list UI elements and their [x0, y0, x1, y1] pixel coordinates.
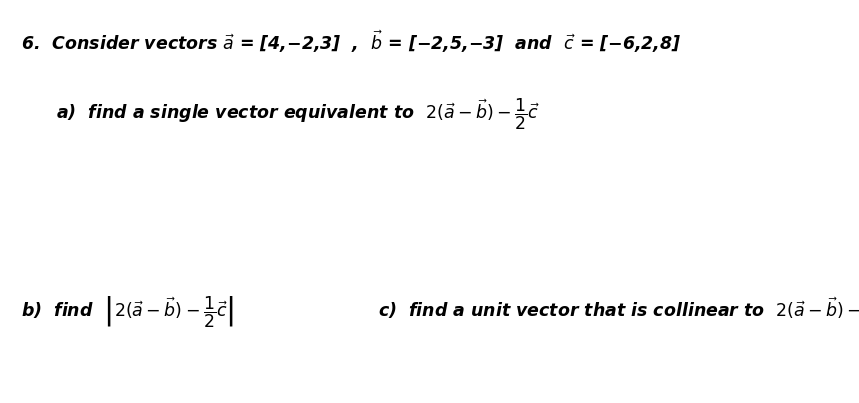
Text: c)  find a unit vector that is collinear to  $2(\vec{a}-\vec{b})-\dfrac{1}{2}\ve: c) find a unit vector that is collinear … [378, 294, 859, 330]
Text: b)  find  $\left|2(\vec{a}-\vec{b})-\dfrac{1}{2}\vec{c}\right|$: b) find $\left|2(\vec{a}-\vec{b})-\dfrac… [21, 294, 235, 330]
Text: a)  find a single vector equivalent to  $2(\vec{a}-\vec{b})-\dfrac{1}{2}\vec{c}$: a) find a single vector equivalent to $2… [56, 97, 539, 132]
Text: 6.  Consider vectors $\vec{a}$ = [4,−2,3]  ,  $\vec{b}$ = [−2,5,−3]  and  $\vec{: 6. Consider vectors $\vec{a}$ = [4,−2,3]… [21, 28, 682, 55]
